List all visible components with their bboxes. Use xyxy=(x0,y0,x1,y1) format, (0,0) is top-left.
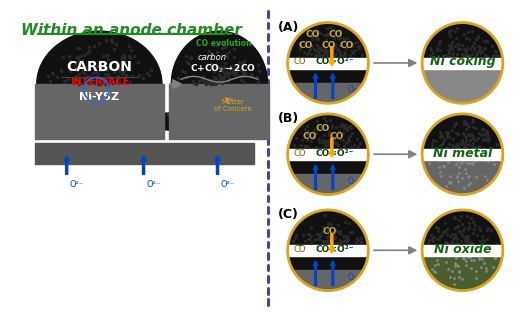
Text: (C): (C) xyxy=(278,208,299,221)
FancyArrow shape xyxy=(331,165,335,190)
Circle shape xyxy=(422,23,503,103)
Ellipse shape xyxy=(172,31,267,137)
Bar xyxy=(422,154,503,195)
Bar xyxy=(422,58,503,69)
Bar xyxy=(35,84,164,139)
Bar xyxy=(169,84,269,139)
Circle shape xyxy=(422,23,503,103)
Ellipse shape xyxy=(37,31,162,137)
Text: CO: CO xyxy=(328,30,343,39)
Bar xyxy=(288,174,368,195)
Bar xyxy=(422,250,503,291)
Circle shape xyxy=(422,23,503,103)
Text: CO: CO xyxy=(294,245,306,254)
Text: C+CO$_2$$\rightarrow$2CO: C+CO$_2$$\rightarrow$2CO xyxy=(190,63,256,75)
Bar xyxy=(422,63,503,103)
FancyArrow shape xyxy=(329,138,335,157)
Text: carbon: carbon xyxy=(197,53,226,62)
Circle shape xyxy=(288,114,368,195)
Text: CO>O²⁻: CO>O²⁻ xyxy=(315,57,354,66)
Text: Ni oxide: Ni oxide xyxy=(434,243,491,256)
Circle shape xyxy=(422,114,503,195)
Text: (B): (B) xyxy=(278,112,299,125)
Text: CO: CO xyxy=(329,132,344,141)
FancyArrow shape xyxy=(329,234,335,253)
Text: Ni-YSZ: Ni-YSZ xyxy=(79,92,119,101)
Bar xyxy=(288,246,368,256)
Circle shape xyxy=(288,210,368,291)
Bar xyxy=(35,143,254,164)
Polygon shape xyxy=(38,113,253,138)
Text: CO: CO xyxy=(323,226,337,235)
Ellipse shape xyxy=(37,31,162,137)
Text: O²⁻: O²⁻ xyxy=(146,180,161,189)
Text: CO evolution: CO evolution xyxy=(197,39,252,48)
Text: CO: CO xyxy=(339,41,354,50)
Circle shape xyxy=(422,210,503,291)
Bar xyxy=(288,149,368,160)
FancyArrow shape xyxy=(329,47,335,66)
Text: Ni coking: Ni coking xyxy=(430,56,495,69)
Circle shape xyxy=(422,114,503,195)
Bar xyxy=(288,58,368,69)
FancyArrow shape xyxy=(214,156,220,174)
Text: CO: CO xyxy=(322,41,336,50)
Circle shape xyxy=(422,210,503,291)
Circle shape xyxy=(288,23,368,103)
Text: INTERFACE: INTERFACE xyxy=(70,77,129,87)
FancyArrow shape xyxy=(313,165,318,190)
Circle shape xyxy=(288,23,368,103)
Text: CO: CO xyxy=(316,124,331,133)
Text: Within an anode chamber: Within an anode chamber xyxy=(20,23,242,38)
Bar xyxy=(422,246,503,256)
Text: Ni metal: Ni metal xyxy=(433,147,492,160)
FancyArrow shape xyxy=(64,156,70,174)
Circle shape xyxy=(288,114,368,195)
Text: Matter
of Concern: Matter of Concern xyxy=(214,99,252,112)
Circle shape xyxy=(288,210,368,291)
Text: O²⁻: O²⁻ xyxy=(70,180,84,189)
Text: CO: CO xyxy=(294,149,306,158)
FancyArrow shape xyxy=(331,261,335,286)
Bar xyxy=(422,149,503,160)
Bar xyxy=(288,271,368,291)
Text: CO: CO xyxy=(305,30,320,39)
Text: O₂⁻: O₂⁻ xyxy=(347,85,360,94)
Bar xyxy=(288,83,368,103)
FancyArrow shape xyxy=(331,73,335,99)
FancyArrow shape xyxy=(313,261,318,286)
Circle shape xyxy=(288,23,368,103)
Text: CO<O²⁻: CO<O²⁻ xyxy=(315,245,354,254)
Circle shape xyxy=(422,210,503,291)
Text: CO: CO xyxy=(299,41,313,50)
FancyArrow shape xyxy=(313,73,318,99)
Text: CO≈O²⁻: CO≈O²⁻ xyxy=(315,149,354,158)
Text: O²⁻: O²⁻ xyxy=(220,180,235,189)
Ellipse shape xyxy=(172,31,267,137)
Circle shape xyxy=(422,114,503,195)
Circle shape xyxy=(288,114,368,195)
Text: (A): (A) xyxy=(278,21,299,34)
Circle shape xyxy=(288,210,368,291)
Text: CO: CO xyxy=(294,57,306,66)
Text: CARBON: CARBON xyxy=(66,60,132,74)
Text: O₂⁻: O₂⁻ xyxy=(347,273,360,282)
Text: CO: CO xyxy=(302,132,317,141)
FancyArrow shape xyxy=(141,156,146,174)
Text: O₂⁻: O₂⁻ xyxy=(347,177,360,186)
